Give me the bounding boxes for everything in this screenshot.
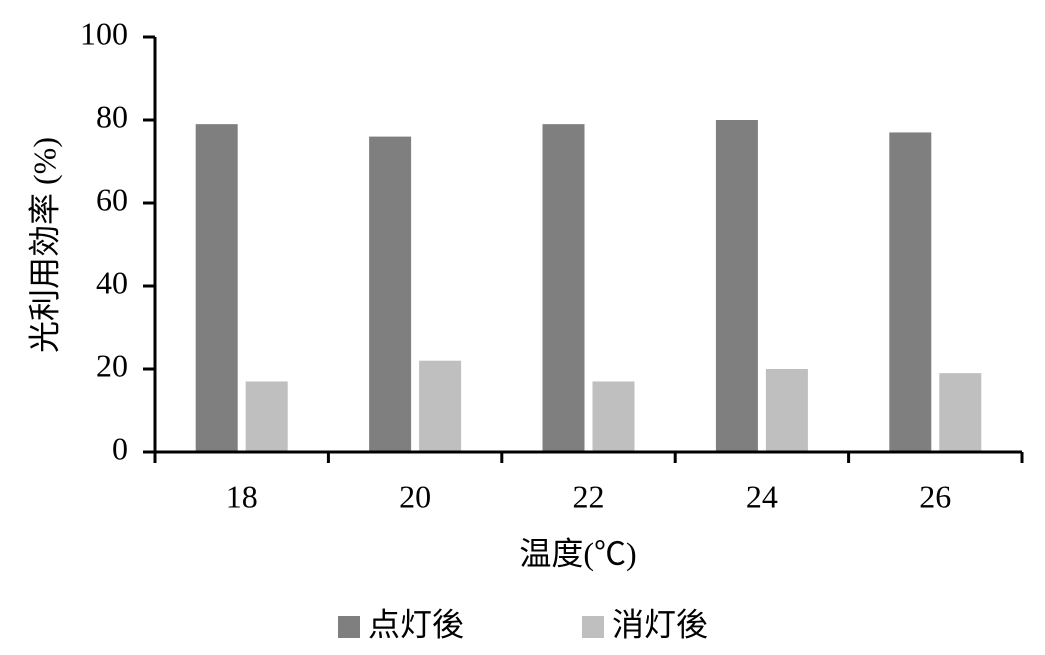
bar	[542, 124, 585, 453]
legend-swatch	[582, 616, 604, 638]
y-tick-label: 80	[96, 98, 128, 134]
x-tick-label: 22	[573, 478, 605, 514]
legend-label: 消灯後	[612, 606, 708, 642]
bar	[765, 369, 808, 452]
bar	[715, 120, 758, 452]
legend-label: 点灯後	[368, 606, 464, 642]
x-axis-title: 温度(℃)	[519, 535, 636, 571]
bar	[245, 381, 288, 452]
x-tick-label: 24	[746, 478, 778, 514]
bar	[419, 360, 462, 452]
bar	[889, 132, 932, 452]
bar	[939, 373, 982, 452]
x-tick-label: 26	[919, 478, 951, 514]
y-tick-label: 100	[80, 15, 128, 51]
legend-swatch	[338, 616, 360, 638]
y-tick-label: 20	[96, 347, 128, 383]
x-tick-label: 20	[399, 478, 431, 514]
bar	[195, 124, 238, 453]
y-tick-label: 0	[112, 430, 128, 466]
bar	[592, 381, 635, 452]
y-axis-title: 光利用効率 (%)	[26, 137, 62, 353]
bar	[369, 136, 412, 452]
x-tick-label: 18	[226, 478, 258, 514]
y-tick-label: 40	[96, 264, 128, 300]
y-tick-label: 60	[96, 181, 128, 217]
